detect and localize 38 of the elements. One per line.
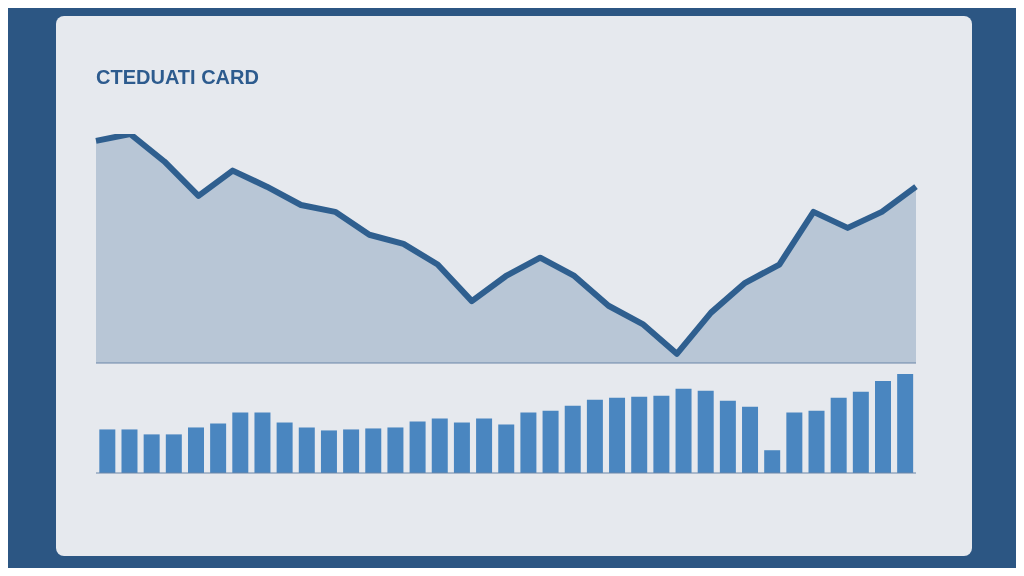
- bar: [476, 418, 493, 473]
- bar: [232, 412, 249, 473]
- bar: [365, 428, 382, 473]
- bar: [143, 434, 160, 473]
- bar: [897, 374, 914, 473]
- bar: [409, 421, 426, 473]
- bar: [254, 412, 271, 473]
- bar: [875, 380, 891, 473]
- bar: [609, 397, 626, 473]
- bar: [830, 397, 847, 473]
- bar: [764, 450, 781, 473]
- bar: [187, 427, 204, 473]
- bar: [387, 427, 404, 473]
- bar: [276, 422, 293, 473]
- chart-title: CTEDUATI CARD: [96, 66, 260, 89]
- bar: [453, 422, 470, 473]
- bar: [564, 405, 581, 473]
- bar: [675, 388, 692, 473]
- bar: [99, 429, 116, 473]
- bar: [298, 427, 315, 473]
- bar: [121, 429, 138, 473]
- bar: [631, 396, 648, 473]
- bar: [343, 429, 360, 473]
- bar: [165, 434, 182, 473]
- bar: [520, 412, 537, 473]
- bar: [498, 424, 515, 473]
- bar: [786, 412, 803, 473]
- bar: [852, 391, 869, 473]
- bar: [542, 410, 559, 473]
- bar: [653, 395, 670, 473]
- bar: [586, 399, 603, 473]
- bar: [320, 430, 337, 473]
- bar: [808, 410, 825, 473]
- bar: [742, 406, 759, 473]
- bar: [210, 423, 227, 473]
- bar: [697, 390, 714, 473]
- bar: [719, 400, 736, 473]
- bar: [431, 418, 448, 473]
